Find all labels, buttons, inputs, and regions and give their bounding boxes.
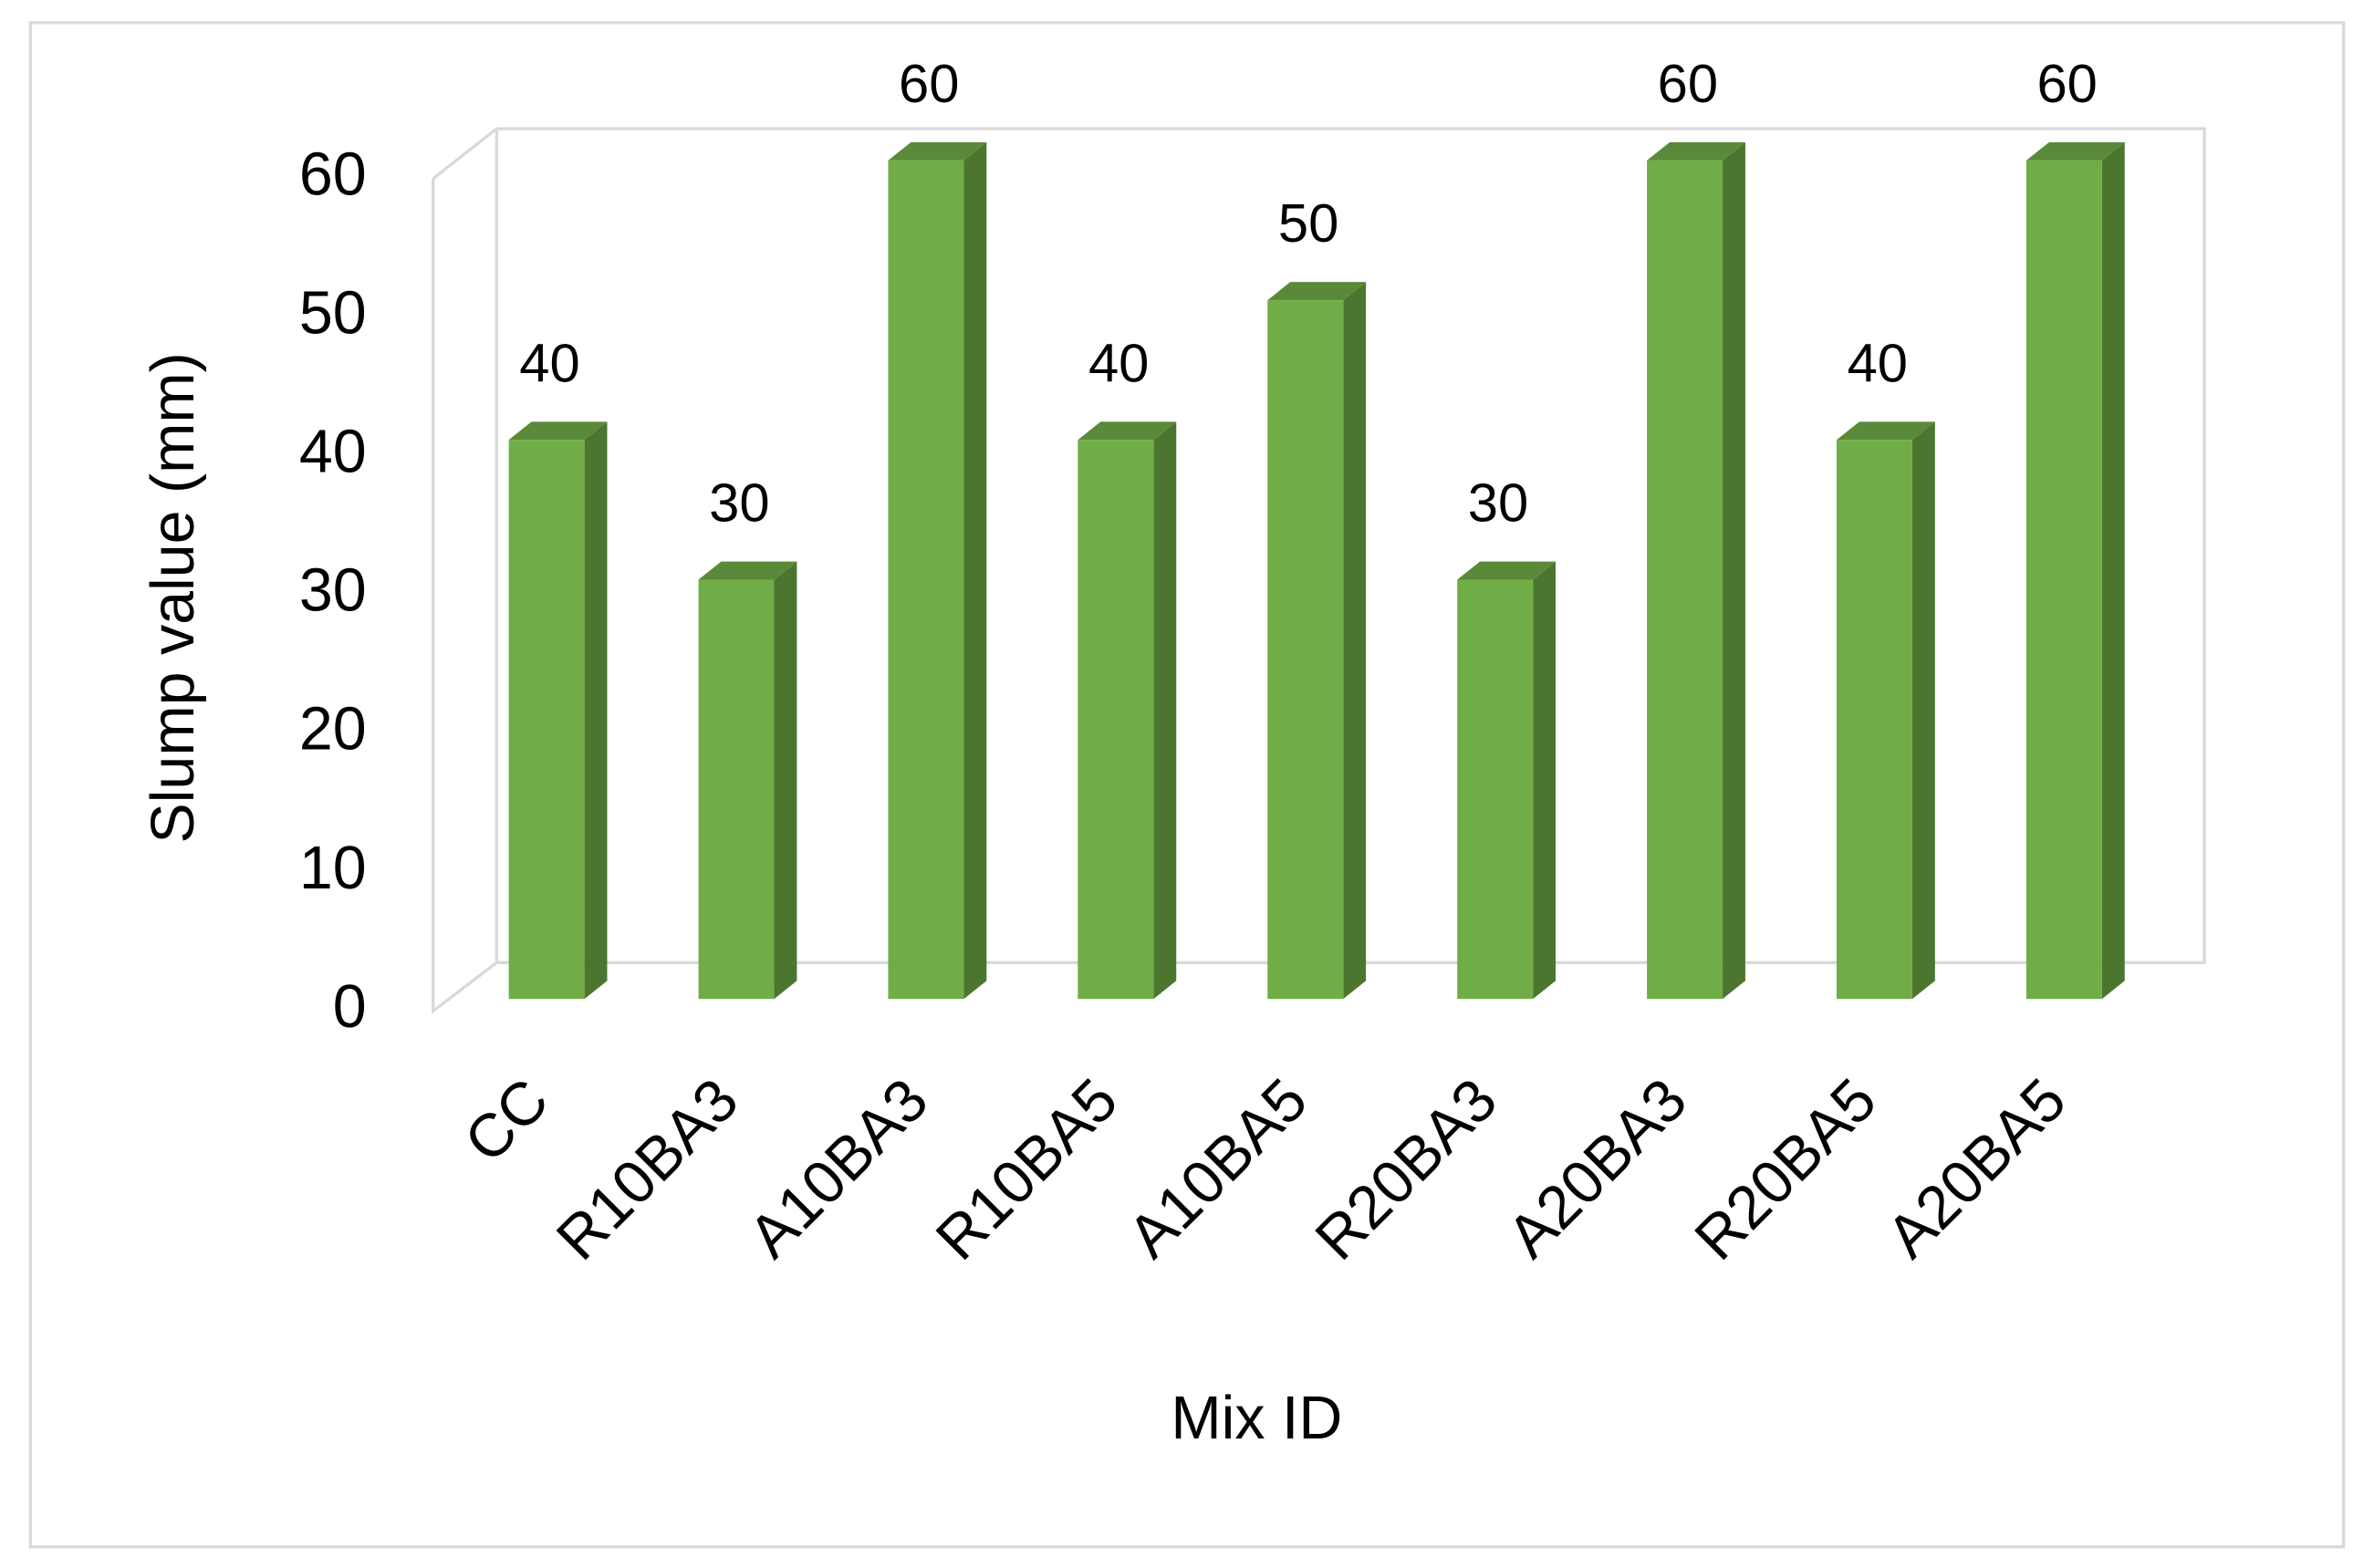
bar-top	[1647, 141, 1745, 161]
y-tick-label: 50	[299, 279, 367, 347]
bar-front	[698, 579, 775, 1000]
bar-side	[584, 421, 608, 1000]
bar-side	[774, 561, 797, 1000]
data-label: 40	[1848, 332, 1908, 393]
bar	[2025, 141, 2125, 1000]
data-label: 50	[1278, 192, 1338, 254]
bar	[1078, 421, 1177, 1000]
bar-side	[963, 141, 987, 1000]
data-label: 30	[709, 472, 769, 534]
bar-side	[1533, 561, 1557, 1000]
bar-front	[1647, 160, 1723, 1000]
bar-top	[698, 561, 797, 580]
x-axis-title: Mix ID	[1171, 1385, 1342, 1452]
bar-top	[508, 421, 608, 441]
bar-top	[1836, 421, 1935, 441]
bar	[1647, 141, 1745, 1000]
bar-side	[2101, 141, 2125, 1000]
y-tick-label: 60	[299, 140, 367, 208]
bar-front	[508, 440, 585, 1000]
y-tick-label: 10	[299, 835, 367, 902]
bar	[888, 141, 987, 1000]
data-label: 40	[1088, 332, 1149, 393]
plot-walls	[432, 127, 2206, 1014]
bar-top	[2025, 141, 2125, 161]
bar-front	[1457, 579, 1534, 1000]
bar-front	[1836, 440, 1912, 1000]
bar-top	[1457, 561, 1557, 580]
chart-border	[28, 21, 2346, 1549]
bar-top	[888, 141, 987, 161]
bar-front	[888, 160, 964, 1000]
data-label: 30	[1468, 472, 1528, 534]
y-tick-label: 0	[333, 973, 367, 1041]
bar-side	[1911, 421, 1935, 1000]
bar-side	[1153, 421, 1177, 1000]
y-tick-label: 20	[299, 696, 367, 763]
data-label: 60	[899, 53, 959, 114]
data-label: 40	[519, 332, 579, 393]
data-label: 60	[2036, 53, 2097, 114]
bar-side	[1723, 141, 1745, 1000]
bar	[1267, 282, 1367, 1000]
bar	[1457, 561, 1557, 1000]
bar	[508, 421, 608, 1000]
bar-front	[1078, 440, 1154, 1000]
side-wall-top	[432, 127, 498, 181]
y-tick-label: 40	[299, 419, 367, 486]
data-label: 60	[1658, 53, 1718, 114]
bar-top	[1267, 282, 1367, 301]
bar	[698, 561, 797, 1000]
bar	[1836, 421, 1935, 1000]
y-axis-title: Slump value (mm)	[140, 352, 207, 843]
back-wall	[495, 127, 2206, 964]
bar-front	[2025, 160, 2102, 1000]
bar-front	[1267, 300, 1344, 1000]
bar-side	[1343, 282, 1367, 1000]
side-wall-edge	[432, 178, 498, 1014]
y-tick-label: 30	[299, 557, 367, 625]
bar-top	[1078, 421, 1177, 441]
